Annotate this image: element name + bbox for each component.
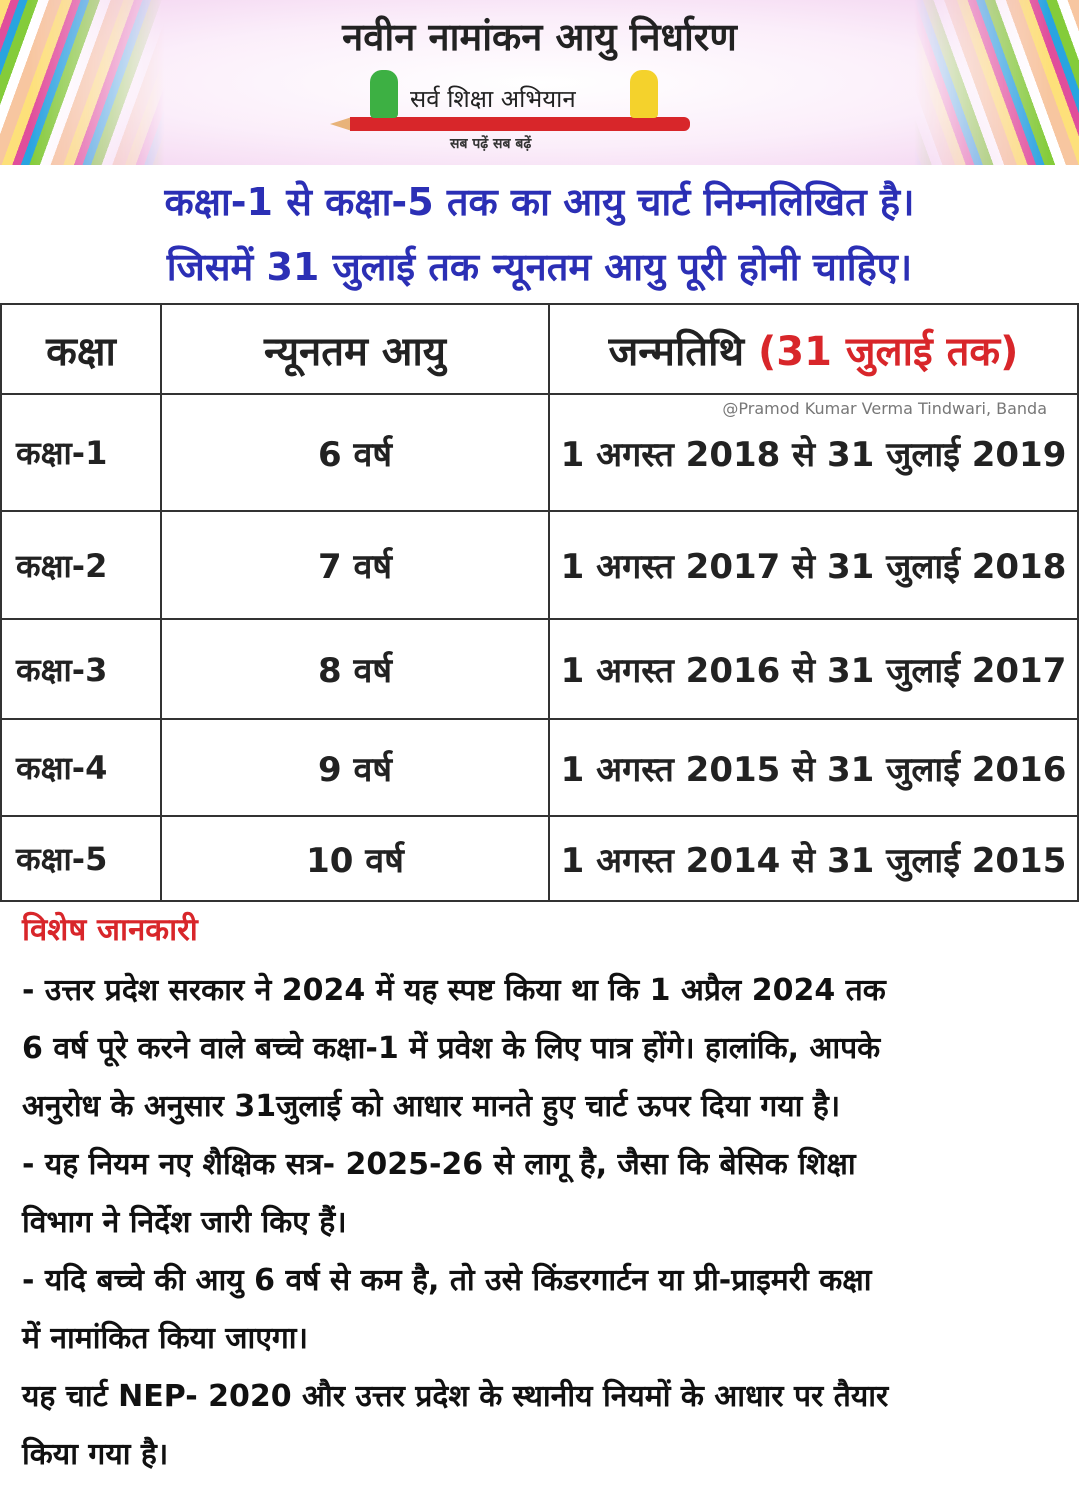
subtitle-line-2: जिसमें 31 जुलाई तक न्यूनतम आयु पूरी होनी… [166, 245, 913, 289]
class-cell: कक्षा-5 [0, 815, 162, 902]
girl-figure-icon [370, 70, 398, 118]
note-line: किया गया है। [22, 1437, 169, 1472]
dob-cell: 1 अगस्त 2015 से 31 जुलाई 2016 [548, 718, 1079, 817]
note-line: विभाग ने निर्देश जारी किए हैं। [22, 1205, 347, 1240]
class-cell: कक्षा-3 [0, 618, 162, 720]
note-line: अनुरोध के अनुसार 31जुलाई को आधार मानते ह… [22, 1089, 841, 1124]
header-class: कक्षा [0, 303, 162, 395]
special-info-section: विशेष जानकारी - उत्तर प्रदेश सरकार ने 20… [22, 908, 1072, 1484]
dob-cell: 1 अगस्त 2016 से 31 जुलाई 2017 [548, 618, 1079, 720]
dob-cell: 1 अगस्त 2014 से 31 जुलाई 2015 [548, 815, 1079, 902]
table-row: कक्षा-3 8 वर्ष 1 अगस्त 2016 से 31 जुलाई … [0, 618, 1079, 720]
watermark: @Pramod Kumar Verma Tindwari, Banda [722, 399, 1047, 418]
sarva-shiksha-abhiyan-logo: सर्व शिक्षा अभियान सब पढ़ें सब बढ़ें [330, 62, 700, 162]
dob-cell: 1 अगस्त 2017 से 31 जुलाई 2018 [548, 510, 1079, 620]
class-cell: कक्षा-1 [0, 393, 162, 512]
age-chart-table: कक्षा न्यूनतम आयु जन्मतिथि (31 जुलाई तक)… [0, 303, 1079, 902]
note-line: 6 वर्ष पूरे करने वाले बच्चे कक्षा-1 में … [22, 1031, 881, 1066]
special-info-heading: विशेष जानकारी [22, 912, 198, 948]
pencil-tip-icon [330, 117, 352, 131]
rainbow-decoration-left [0, 0, 240, 165]
logo-tagline: सब पढ़ें सब बढ़ें [450, 136, 532, 152]
pencil-icon [350, 117, 690, 131]
dob-cell: @Pramod Kumar Verma Tindwari, Banda 1 अगस… [548, 393, 1079, 512]
header-dob: जन्मतिथि (31 जुलाई तक) [548, 303, 1079, 395]
table-header-row: कक्षा न्यूनतम आयु जन्मतिथि (31 जुलाई तक) [0, 303, 1079, 395]
note-line: यह चार्ट NEP- 2020 और उत्तर प्रदेश के स्… [22, 1379, 889, 1414]
table-row: कक्षा-5 10 वर्ष 1 अगस्त 2014 से 31 जुलाई… [0, 815, 1079, 902]
header-min-age: न्यूनतम आयु [160, 303, 550, 395]
class-cell: कक्षा-2 [0, 510, 162, 620]
age-cell: 8 वर्ष [160, 618, 550, 720]
dob-value: 1 अगस्त 2018 से 31 जुलाई 2019 [560, 434, 1067, 475]
note-line: में नामांकित किया जाएगा। [22, 1321, 308, 1356]
table-row: कक्षा-2 7 वर्ष 1 अगस्त 2017 से 31 जुलाई … [0, 510, 1079, 620]
table-row: कक्षा-4 9 वर्ष 1 अगस्त 2015 से 31 जुलाई … [0, 718, 1079, 817]
subtitle-line-1: कक्षा-1 से कक्षा-5 तक का आयु चार्ट निम्न… [164, 180, 915, 224]
class-cell: कक्षा-4 [0, 718, 162, 817]
header-dob-label: जन्मतिथि [608, 328, 745, 375]
header-banner: नवीन नामांकन आयु निर्धारण सर्व शिक्षा अभ… [0, 0, 1079, 165]
age-cell: 7 वर्ष [160, 510, 550, 620]
boy-figure-icon [630, 70, 658, 118]
age-cell: 9 वर्ष [160, 718, 550, 817]
header-dob-note: (31 जुलाई तक) [757, 328, 1019, 375]
logo-text: सर्व शिक्षा अभियान [410, 85, 576, 113]
age-cell: 6 वर्ष [160, 393, 550, 512]
note-line: - उत्तर प्रदेश सरकार ने 2024 में यह स्पष… [22, 973, 886, 1008]
note-line: - यह नियम नए शैक्षिक सत्र- 2025-26 से ला… [22, 1147, 856, 1182]
age-cell: 10 वर्ष [160, 815, 550, 902]
note-line: - यदि बच्चे की आयु 6 वर्ष से कम है, तो उ… [22, 1263, 872, 1298]
rainbow-decoration-right [839, 0, 1079, 165]
page-title: नवीन नामांकन आयु निर्धारण [342, 15, 737, 59]
table-row: कक्षा-1 6 वर्ष @Pramod Kumar Verma Tindw… [0, 393, 1079, 512]
